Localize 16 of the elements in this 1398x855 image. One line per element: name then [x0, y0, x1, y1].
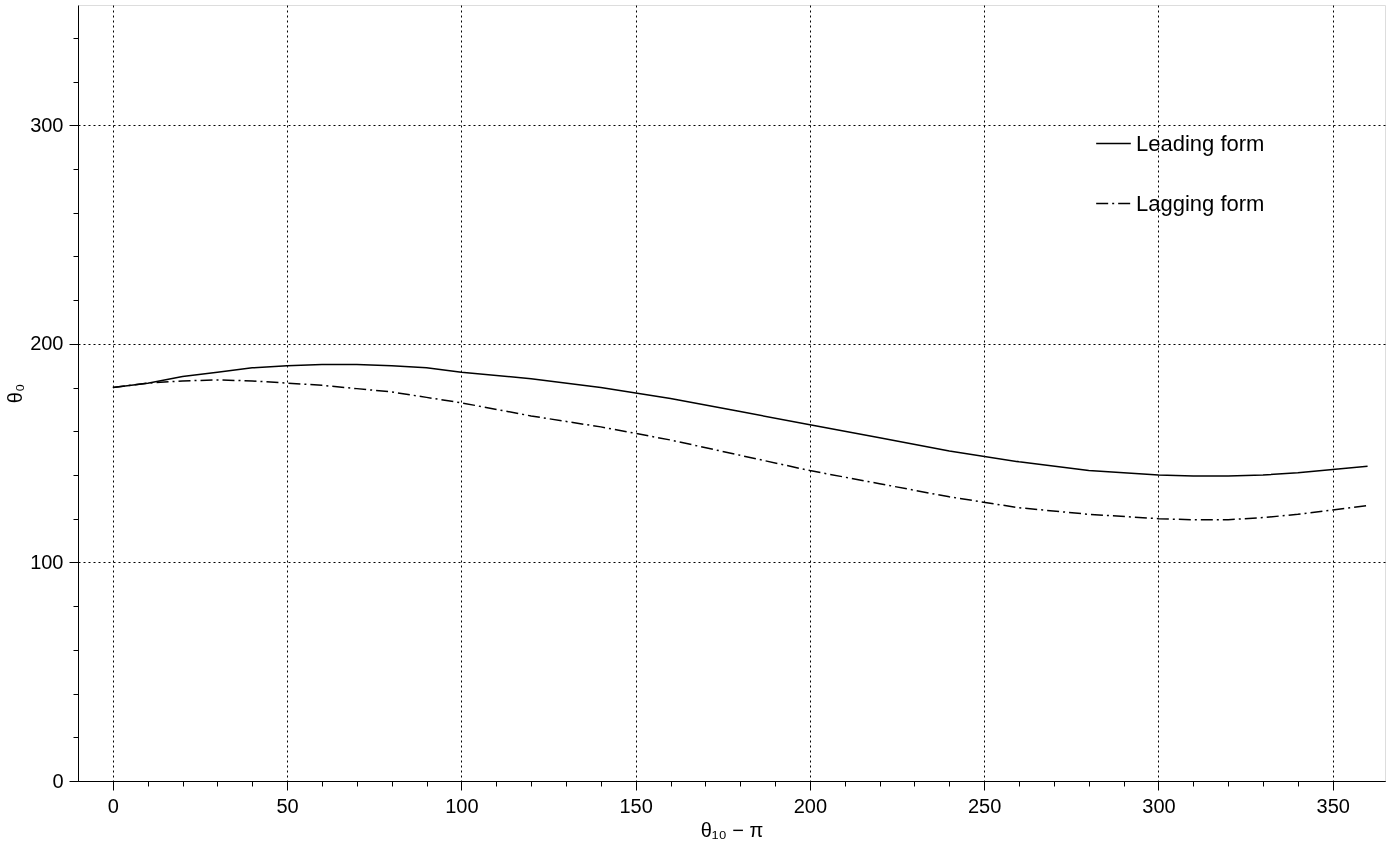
y-axis-title: θ₀ — [4, 383, 27, 404]
y-tick-label: 300 — [30, 113, 64, 136]
x-tick-label: 250 — [968, 794, 1002, 817]
legend-label: Leading form — [1136, 130, 1265, 156]
x-tick-label: 0 — [107, 794, 119, 817]
x-tick-label: 100 — [445, 794, 479, 817]
x-tick-label: 50 — [276, 794, 299, 817]
x-axis-title: θ₁₀ − π — [700, 818, 764, 841]
y-tick-label: 100 — [30, 550, 64, 573]
y-tick-label: 0 — [52, 769, 64, 792]
x-tick-label: 200 — [793, 794, 828, 817]
legend-label: Lagging form — [1136, 190, 1265, 216]
y-tick-label: 200 — [30, 332, 64, 355]
x-tick-label: 350 — [1316, 794, 1350, 817]
x-tick-label: 300 — [1142, 794, 1176, 817]
x-tick-label: 150 — [619, 794, 653, 817]
